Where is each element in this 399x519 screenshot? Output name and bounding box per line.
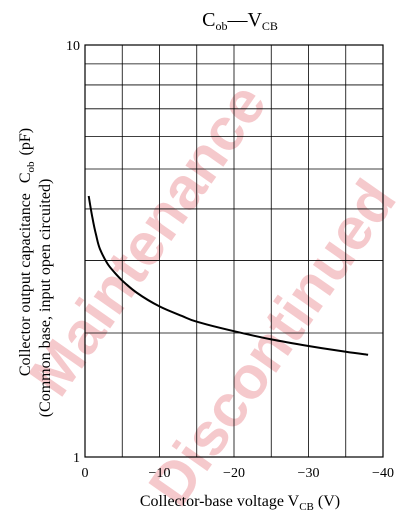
plot-frame: [84, 44, 384, 458]
y-tick-label: 1: [73, 451, 80, 466]
y-tick-labels: 10 1: [66, 39, 80, 466]
x-tick-label: −20: [223, 466, 245, 481]
y-tick-label: 10: [66, 39, 80, 54]
x-tick-labels: 0 −10 −20 −30 −40: [82, 466, 394, 481]
y-axis-title-line1: Collector output capacitanceCob(pF): [17, 128, 37, 376]
x-tick-label: −10: [149, 466, 171, 481]
x-tick-label: −30: [298, 466, 320, 481]
x-tick-label: −40: [372, 466, 394, 481]
series-line: [87, 195, 369, 356]
chart-title: Cob—VCB: [202, 9, 278, 33]
grid: [84, 45, 384, 457]
x-axis-title: Collector-base voltage VCB (V): [140, 493, 340, 513]
y-axis-title-line2: (Common base, input open circuited): [37, 179, 54, 418]
x-tick-label: 0: [82, 466, 89, 481]
